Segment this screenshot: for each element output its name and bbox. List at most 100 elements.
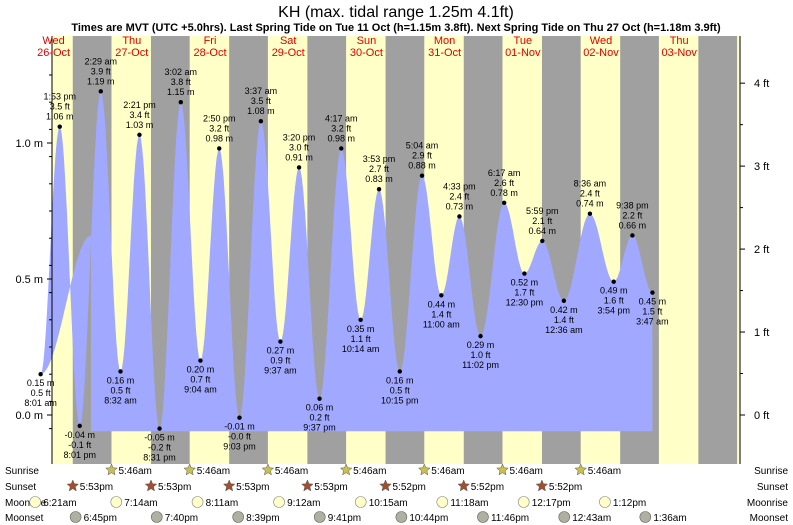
tide-time: 3:20 pm xyxy=(283,132,316,142)
tide-point xyxy=(57,124,62,129)
tide-time: 4:33 pm xyxy=(443,181,476,191)
day-weekday: Wed xyxy=(590,35,612,47)
moonset-icon xyxy=(313,511,326,523)
tide-labels: 0.15 m0.5 ft8:01 am1:53 pm3.5 ft1.06 m-0… xyxy=(24,56,668,462)
sun-star-icon xyxy=(535,479,549,492)
tide-time: 3:47 am xyxy=(636,317,669,327)
sunrise-time: 5:46am xyxy=(353,466,386,477)
tide-feet: 1.7 ft xyxy=(514,288,535,298)
tide-feet: 3.5 ft xyxy=(50,102,71,112)
tide-point xyxy=(278,339,283,344)
tide-feet: 3.2 ft xyxy=(331,123,352,133)
sun-star-icon xyxy=(457,479,471,492)
tide-feet: 1.4 ft xyxy=(431,309,452,319)
tide-point xyxy=(478,333,483,339)
tide-meters: 0.44 m xyxy=(428,299,456,309)
moonset-icon xyxy=(639,511,652,523)
tide-meters: -0.01 m xyxy=(224,422,255,432)
right-tick-label: 0 ft xyxy=(754,410,769,422)
tide-point xyxy=(157,426,162,431)
sun-star-icon xyxy=(417,463,431,476)
sunset-time: 5:52pm xyxy=(471,482,504,493)
astro-rows: Sunrise Sunrise Sunset Sunset Moonrise Moonri… xyxy=(5,463,789,524)
tide-point xyxy=(397,369,402,374)
day-weekday: Thu xyxy=(122,35,141,47)
day-date: 28-Oct xyxy=(193,47,226,59)
moonrise-time: 11:18am xyxy=(450,498,488,509)
moonrise-icon xyxy=(110,496,123,508)
moonset-time: 6:45pm xyxy=(84,513,117,524)
moonset-time: 12:43am xyxy=(572,513,611,524)
tide-time: 9:38 pm xyxy=(616,200,649,210)
sun-star-icon xyxy=(183,463,197,476)
sunset-time: 5:53pm xyxy=(158,482,191,493)
day-date: 01-Nov xyxy=(505,47,541,59)
night-band xyxy=(698,36,738,464)
tide-feet: 1.1 ft xyxy=(351,334,372,344)
tide-meters: 0.16 m xyxy=(107,375,135,385)
tide-point xyxy=(339,146,344,151)
day-date: 31-Oct xyxy=(428,47,461,59)
tide-meters: 0.06 m xyxy=(306,403,334,413)
tide-feet: 2.1 ft xyxy=(532,216,553,226)
moonset-time: 9:41pm xyxy=(328,513,361,524)
moonrise-icon xyxy=(436,496,449,508)
tide-meters: 0.66 m xyxy=(619,220,647,230)
tide-meters: 0.64 m xyxy=(529,226,557,236)
moonrise-icon xyxy=(517,496,530,508)
tide-meters: 0.15 m xyxy=(27,378,55,388)
tide-time: 2:21 pm xyxy=(123,100,156,110)
sunrise-time: 5:46am xyxy=(431,466,464,477)
tide-point xyxy=(98,89,103,94)
tide-time: 1:53 pm xyxy=(43,92,76,102)
sunrise-time: 5:46am xyxy=(588,466,621,477)
tide-meters: -0.04 m xyxy=(64,430,95,440)
row-label-left-moonrise: Moonrise xyxy=(5,498,47,509)
tide-meters: 0.74 m xyxy=(576,199,604,209)
left-tick-label: 0.0 m xyxy=(15,410,43,422)
row-label-right-sunrise: Sunrise xyxy=(754,466,788,477)
right-tick-label: 2 ft xyxy=(754,244,769,256)
tide-time: 5:04 am xyxy=(406,141,439,151)
tide-meters: 0.49 m xyxy=(600,286,628,296)
axes xyxy=(51,36,741,464)
row-label-right-sunset: Sunset xyxy=(757,482,788,493)
tide-meters: 1.15 m xyxy=(167,87,195,97)
tide-time: 8:32 am xyxy=(104,395,137,405)
chart-subtitle: Times are MVT (UTC +5.0hrs). Last Spring… xyxy=(71,22,721,34)
sun-star-icon xyxy=(574,463,588,476)
tide-point xyxy=(630,233,635,238)
sun-star-icon xyxy=(261,463,275,476)
tide-feet: 0.9 ft xyxy=(270,356,291,366)
tide-point xyxy=(317,396,322,401)
moonrise-icon xyxy=(354,496,367,508)
day-weekday: Thu xyxy=(670,35,689,47)
row-label-left-sunset: Sunset xyxy=(5,482,36,493)
moonrise-icon xyxy=(599,496,611,508)
tide-time: 9:04 am xyxy=(184,385,217,395)
tide-feet: 1.4 ft xyxy=(554,315,575,325)
tide-time: 8:01 am xyxy=(24,398,57,408)
chart-title: KH (max. tidal range 1.25m 4.1ft) xyxy=(278,4,514,21)
tide-feet: 2.4 ft xyxy=(580,189,601,199)
tide-meters: 0.52 m xyxy=(511,278,539,288)
tide-time: 4:17 am xyxy=(325,113,358,123)
tide-meters: 1.03 m xyxy=(126,120,154,130)
tide-meters: 0.98 m xyxy=(205,133,233,143)
tide-point xyxy=(77,423,82,429)
moonrise-time: 1:12pm xyxy=(613,498,646,509)
row-label-right-moonset: Moonset xyxy=(750,513,789,524)
sunset-time: 5:53pm xyxy=(314,482,347,493)
tide-point xyxy=(358,317,363,322)
sun-star-icon xyxy=(339,463,353,476)
tide-point xyxy=(38,372,43,377)
moonrise-icon xyxy=(29,496,41,508)
day-date: 26-Oct xyxy=(37,47,70,59)
tide-point xyxy=(178,100,183,105)
tide-feet: 3.8 ft xyxy=(171,77,192,87)
sunrise-time: 5:46am xyxy=(197,466,230,477)
tide-meters: 0.83 m xyxy=(365,174,393,184)
tide-feet: 2.7 ft xyxy=(369,164,390,174)
sunrise-time: 5:46am xyxy=(275,466,308,477)
tide-meters: 0.27 m xyxy=(267,346,295,356)
